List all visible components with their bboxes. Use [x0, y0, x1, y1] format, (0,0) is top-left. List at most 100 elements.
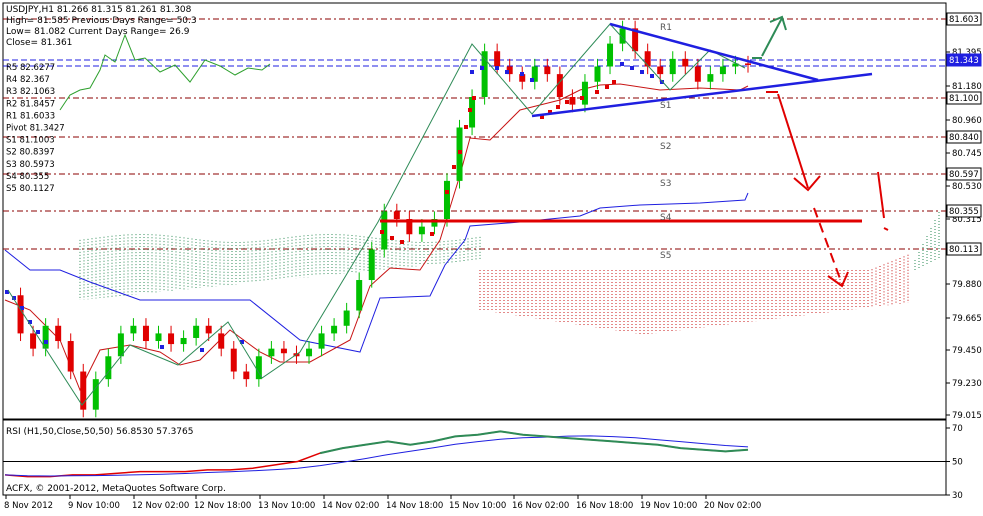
candle-body: [556, 74, 563, 97]
price-level-badge-label: 81.100: [949, 94, 979, 104]
sar-dot-red: [464, 125, 468, 129]
rsi-lines: 70 50 30: [3, 424, 963, 501]
sar-dot-blue: [200, 348, 204, 352]
sar-dot-red: [390, 236, 394, 240]
price-level-badge-label: 80.597: [949, 170, 979, 180]
sar-dot-red: [380, 230, 384, 234]
time-axis: 8 Nov 2012 9 Nov 10:00 12 Nov 02:00 12 Nov …: [4, 495, 761, 511]
time-tick-label: 12 Nov 18:00: [194, 501, 251, 511]
zigzag-line: [7, 23, 746, 406]
candle-body: [745, 63, 751, 65]
candle-body: [431, 219, 438, 227]
price-level-badge: [946, 53, 982, 67]
header-line-2: High= 81.585 Previous Days Range= 50.3: [6, 16, 197, 26]
forecast-arrow-shaft: [777, 93, 809, 189]
sar-dot-blue: [620, 62, 624, 66]
price-level-badge-label: 80.355: [949, 207, 979, 217]
pivot-legend-entry: R4 82.367: [6, 75, 50, 85]
level-label-s5: S5: [660, 251, 671, 261]
time-tick-label: 16 Nov 02:00: [512, 501, 569, 511]
kijun-sen-line: [4, 192, 749, 353]
candle-body: [669, 58, 676, 75]
candle-body: [230, 348, 237, 372]
rsi-tick-label: 50: [952, 458, 963, 468]
sar-dot-red: [452, 165, 456, 169]
rsi-tick-label: 30: [952, 491, 963, 501]
forecast-arrow-head-2: [827, 271, 849, 288]
sar-dot-red: [458, 150, 462, 154]
ichimoku-cloud: [79, 212, 940, 335]
candle-body: [306, 348, 313, 357]
candle-body: [406, 219, 413, 235]
alt-forecast-line: [877, 171, 885, 219]
candle-body: [168, 333, 175, 345]
chikou-span-line: [59, 33, 271, 111]
time-tick-label: 8 Nov 2012: [4, 501, 53, 511]
time-tick-label: 14 Nov 02:00: [322, 501, 379, 511]
candle-body: [531, 66, 538, 82]
candle-body: [117, 333, 124, 357]
sar-dot-red: [595, 90, 599, 94]
candle-body: [393, 211, 400, 220]
price-level-badge: [946, 167, 982, 181]
candlesticks: [5, 20, 751, 418]
candle-body: [205, 325, 212, 334]
candle-body: [105, 356, 112, 380]
sar-dot-red: [605, 85, 609, 89]
level-label-s2: S2: [660, 142, 671, 152]
candle-body: [481, 51, 488, 97]
candle-body: [218, 333, 225, 349]
sar-dot-blue: [160, 345, 164, 349]
candle-body: [443, 180, 450, 220]
header-line-4: Close= 81.361: [6, 38, 72, 48]
price-level-badge: [946, 242, 982, 256]
candle-body: [619, 28, 626, 44]
forecast-arrow-shaft-2: [813, 207, 843, 285]
price-tick-label: 80.745: [952, 149, 982, 159]
candle-body: [644, 51, 651, 67]
candle-body: [155, 333, 162, 342]
sar-dot-red: [445, 190, 449, 194]
candle-body: [130, 325, 137, 334]
candle-body: [55, 325, 62, 342]
candle-body: [682, 58, 689, 67]
candle-body: [67, 341, 74, 372]
candle-body: [193, 325, 200, 338]
candle-body: [30, 333, 37, 349]
price-axis: 81.39581.18080.96080.74580.53080.31580.0…: [946, 12, 982, 421]
candle-body: [418, 226, 425, 235]
header-line-1: USDJPY,H1 81.266 81.315 81.261 81.308: [6, 5, 192, 15]
sar-dot-blue: [470, 70, 474, 74]
price-tick-label: 81.180: [952, 82, 982, 92]
sar-dot-blue: [640, 70, 644, 74]
time-tick-label: 12 Nov 02:00: [132, 501, 189, 511]
sar-dot-blue: [480, 66, 484, 70]
triangle-lower-line: [531, 72, 873, 118]
alt-forecast-dot: [883, 227, 889, 231]
candle-body: [92, 379, 99, 410]
time-tick-label: 20 Nov 02:00: [704, 501, 761, 511]
sar-dot-red: [548, 110, 552, 114]
price-tick-label: 79.230: [952, 379, 982, 389]
candle-body: [506, 66, 513, 75]
price-level-badge-label: 80.840: [949, 133, 979, 143]
candle-body: [594, 66, 601, 82]
triangle-upper-line: [609, 22, 819, 82]
rsi-label: RSI (H1,50,Close,50,50) 56.8530 57.3765: [6, 427, 193, 437]
pivot-legend-entry: R1 81.6033: [6, 111, 55, 121]
pivot-legend-entry: S1 81.1003: [6, 136, 55, 146]
price-level-badge: [946, 204, 982, 218]
candle-body: [607, 43, 614, 67]
candle-body: [456, 127, 463, 181]
sar-dot-red: [556, 105, 560, 109]
sar-dot-blue: [530, 78, 534, 82]
candle-body: [142, 325, 149, 342]
candle-body: [732, 63, 739, 67]
candle-body: [381, 211, 388, 250]
pivot-legend-entry: R3 82.1063: [6, 87, 55, 97]
time-tick-label: 15 Nov 10:00: [449, 501, 506, 511]
candle-body: [632, 28, 639, 52]
level-label-s3: S3: [660, 179, 671, 189]
